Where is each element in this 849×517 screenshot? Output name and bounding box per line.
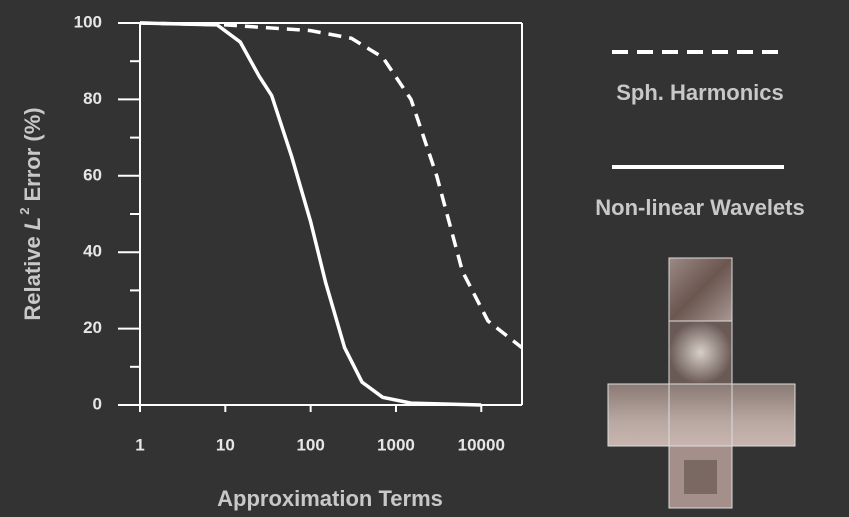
y-tick-label: 20	[83, 318, 102, 337]
legend-label: Sph. Harmonics	[616, 80, 783, 105]
y-title-part: 2	[17, 208, 32, 215]
chart: 0 20 40 60 80 100 1 10 100 1000 10000 Approximatio…	[0, 0, 849, 517]
y-title-part: L	[20, 217, 45, 230]
y-tick-label: 100	[74, 12, 102, 31]
x-tick-label: 100	[296, 435, 324, 454]
x-tick-label: 10000	[458, 435, 505, 454]
x-tick-label: 1000	[377, 435, 415, 454]
x-tick-label: 1	[135, 435, 144, 454]
y-tick-label: 40	[83, 242, 102, 261]
y-tick-label: 0	[93, 394, 102, 413]
x-tick-label: 10	[216, 435, 235, 454]
y-title-part: Relative	[20, 236, 45, 320]
y-title-part: Error (%)	[20, 107, 45, 201]
x-axis-title: Approximation Terms	[217, 486, 443, 511]
legend-label: Non-linear Wavelets	[595, 195, 804, 220]
y-tick-label: 80	[83, 89, 102, 108]
y-tick-label: 60	[83, 165, 102, 184]
